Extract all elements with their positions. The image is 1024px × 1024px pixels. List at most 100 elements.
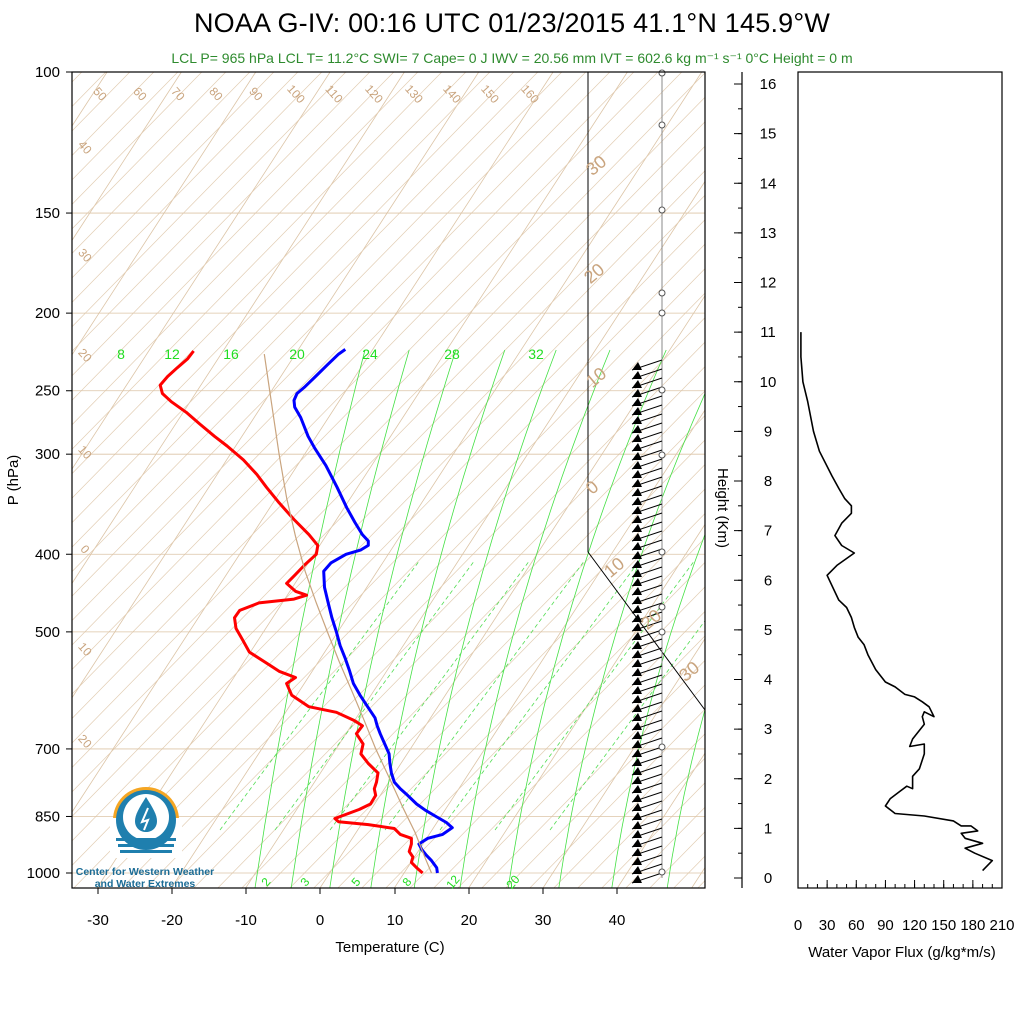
sounding-lines <box>158 348 454 875</box>
mixing-ratio-label-top: 12 <box>164 346 180 362</box>
isotherm-label-top: 80 <box>206 84 226 104</box>
adiabat-line <box>385 561 705 888</box>
wind-panel <box>587 69 706 888</box>
isotherm-label-left: 20 <box>75 346 95 366</box>
mixing-ratio-line <box>290 349 410 888</box>
isotherm-line <box>765 35 1024 890</box>
adiabat-line <box>0 0 124 898</box>
saturation-line <box>219 559 421 831</box>
y-tick-label: 300 <box>35 446 60 463</box>
adiabat-line <box>72 72 705 719</box>
x-tick-label: 40 <box>609 912 626 929</box>
adiabat-line <box>72 194 705 842</box>
adiabat-line <box>72 72 275 279</box>
wind-barb-flag <box>632 479 642 487</box>
x-tick-label: 20 <box>461 912 478 929</box>
adiabat-line <box>433 610 705 888</box>
sounding-series-red <box>158 350 424 875</box>
wind-barb-flag <box>632 470 642 478</box>
isotherm-line <box>170 72 703 888</box>
wind-barb-flag <box>632 641 642 649</box>
y-tick-label: 400 <box>35 546 60 563</box>
wind-station-dot <box>658 121 666 129</box>
wind-barb-flag <box>632 731 642 739</box>
wind-barb-flag <box>632 425 642 433</box>
adiabat-line <box>673 855 705 888</box>
adiabat-line <box>241 415 705 888</box>
mixing-ratio-line <box>459 349 611 888</box>
wind-barb-flag <box>632 767 642 775</box>
height-tick-label: 2 <box>764 771 772 788</box>
wind-barb-flag <box>632 821 642 829</box>
height-tick-label: 10 <box>760 374 777 391</box>
adiabat-line <box>832 0 1024 898</box>
adiabat-line <box>72 72 587 597</box>
wind-station-dot <box>658 451 666 459</box>
isotherm-label-top: 130 <box>402 82 426 106</box>
y-tick-label: 200 <box>35 305 60 322</box>
wind-barb-flag <box>632 533 642 541</box>
adiabat-line <box>72 72 347 352</box>
mixing-ratio-line <box>329 349 457 888</box>
adiabat-line <box>72 72 635 646</box>
adiabat-line <box>72 72 179 181</box>
x-tick-label: 30 <box>535 912 552 929</box>
mixing-ratio-grid <box>219 349 705 888</box>
wind-barb-flag <box>632 605 642 613</box>
isotherm-label-top: 110 <box>322 82 345 106</box>
lightning-icon <box>140 807 150 831</box>
height-tick-label: 3 <box>764 721 772 738</box>
wind-barb-flag <box>632 740 642 748</box>
height-tick-label: 13 <box>760 225 777 242</box>
wind-barb-flag <box>632 650 642 658</box>
isotherm-label-top: 90 <box>246 84 266 104</box>
wind-barb-flag <box>632 452 642 460</box>
wind-barb-flag <box>632 614 642 622</box>
wind-station-dot <box>658 548 666 556</box>
saturation-line <box>329 559 531 831</box>
isotherm-label-top: 60 <box>130 84 150 104</box>
mixing-ratio-line <box>370 349 506 888</box>
y-axis-label: P (hPa) <box>5 455 22 506</box>
wind-barb-flag <box>632 803 642 811</box>
wind-barb-flag <box>632 497 642 505</box>
saturation-line <box>549 620 705 831</box>
wind-barb-flag <box>632 632 642 640</box>
adiabat-line <box>72 72 683 695</box>
isotherm-line <box>691 866 705 888</box>
wind-barb-flag <box>632 524 642 532</box>
wind-barb-flag <box>632 416 642 424</box>
height-tick-label: 0 <box>764 870 772 887</box>
mixing-ratio-line <box>507 349 667 888</box>
chart-subtitle: LCL P= 965 hPa LCL T= 11.2°C SWI= 7 Cape… <box>171 50 853 66</box>
isotherm-line <box>245 180 705 888</box>
logo-text: Center for Western Weather and Water Ext… <box>70 866 220 890</box>
mixing-ratio-label-bottom: 5 <box>348 875 363 889</box>
x-tick-label: -30 <box>87 912 109 929</box>
adiabat-line <box>457 635 705 888</box>
adiabat-line <box>697 880 705 888</box>
mixing-ratio-label-top: 32 <box>528 346 544 362</box>
flux-x-axis-label: Water Vapor Flux (g/kg*m/s) <box>808 944 996 961</box>
wind-barb-flag <box>632 839 642 847</box>
wind-barb-flag <box>632 371 642 379</box>
wind-barb-flag <box>632 668 642 676</box>
adiabat-line <box>72 170 705 817</box>
skewt-frame <box>71 71 706 889</box>
adiabat-line <box>72 72 659 671</box>
adiabat-line <box>72 72 107 107</box>
wind-barb-flag <box>632 695 642 703</box>
x-tick-label: -10 <box>235 912 257 929</box>
flux-x-tick-label: 0 <box>794 917 802 934</box>
wind-barb-flag <box>632 785 642 793</box>
logo-wave <box>120 850 172 853</box>
y-tick-label: 150 <box>35 205 60 222</box>
wind-station-dot <box>658 743 666 751</box>
adiabat-line <box>72 72 323 328</box>
wind-station-dot <box>658 309 666 317</box>
wind-barb-flag <box>632 587 642 595</box>
wind-station-dot <box>658 386 666 394</box>
wind-barb-flag <box>632 398 642 406</box>
wind-barb-flag <box>632 875 642 883</box>
flux-x-tick-label: 180 <box>960 917 985 934</box>
